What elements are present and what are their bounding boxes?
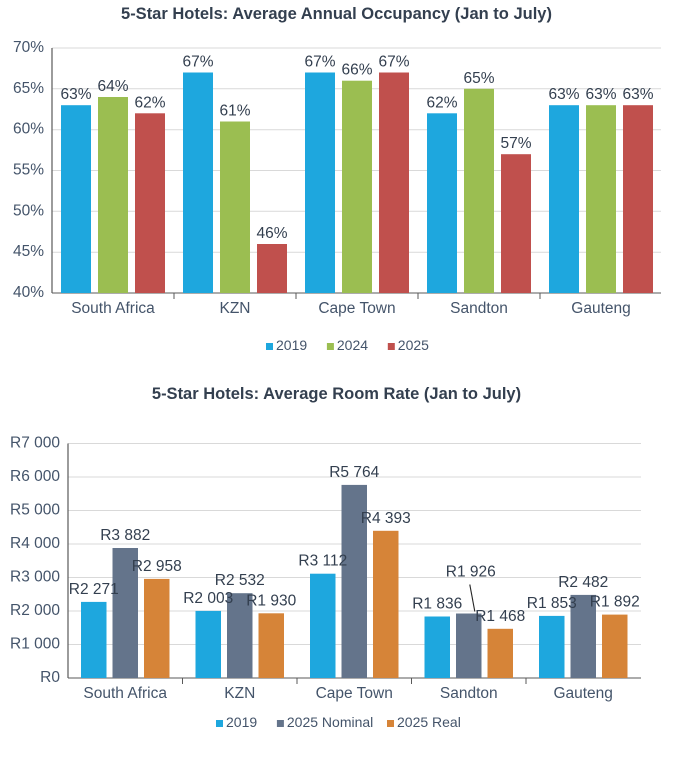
svg-text:R5 764: R5 764 <box>329 464 379 481</box>
svg-text:62%: 62% <box>134 94 165 111</box>
svg-text:63%: 63% <box>548 86 579 103</box>
svg-text:R1 000: R1 000 <box>10 636 60 653</box>
svg-text:R0: R0 <box>40 669 60 686</box>
svg-text:Sandton: Sandton <box>450 300 508 317</box>
svg-text:R4 000: R4 000 <box>10 535 60 552</box>
svg-text:R2 482: R2 482 <box>558 574 608 591</box>
svg-text:Gauteng: Gauteng <box>571 300 630 317</box>
svg-text:61%: 61% <box>219 103 250 120</box>
svg-text:70%: 70% <box>13 39 44 56</box>
svg-text:64%: 64% <box>97 78 128 95</box>
svg-text:R3 882: R3 882 <box>100 527 150 544</box>
svg-text:R2 271: R2 271 <box>69 581 119 598</box>
svg-text:R2 532: R2 532 <box>215 572 265 589</box>
svg-text:2019: 2019 <box>276 337 307 353</box>
svg-text:63%: 63% <box>60 86 91 103</box>
svg-text:55%: 55% <box>13 162 44 179</box>
svg-text:5-Star Hotels: Average Room Ra: 5-Star Hotels: Average Room Rate (Jan to… <box>152 385 521 403</box>
svg-text:65%: 65% <box>13 80 44 97</box>
svg-text:South Africa: South Africa <box>71 300 155 317</box>
svg-text:2025 Real: 2025 Real <box>397 714 461 730</box>
svg-text:67%: 67% <box>378 54 409 71</box>
svg-text:R1 926: R1 926 <box>446 564 496 581</box>
svg-text:Gauteng: Gauteng <box>553 685 612 702</box>
svg-text:R7 000: R7 000 <box>10 435 60 452</box>
svg-text:50%: 50% <box>13 202 44 219</box>
svg-text:45%: 45% <box>13 243 44 260</box>
svg-text:Sandton: Sandton <box>440 685 498 702</box>
svg-text:R1 836: R1 836 <box>412 596 462 613</box>
svg-text:65%: 65% <box>463 70 494 87</box>
svg-text:2025 Nominal: 2025 Nominal <box>287 714 373 730</box>
svg-text:South Africa: South Africa <box>83 685 167 702</box>
svg-text:63%: 63% <box>622 86 653 103</box>
svg-text:57%: 57% <box>500 135 531 152</box>
svg-text:R4 393: R4 393 <box>361 510 411 527</box>
svg-text:67%: 67% <box>182 54 213 71</box>
svg-text:KZN: KZN <box>224 685 255 702</box>
svg-text:67%: 67% <box>304 54 335 71</box>
svg-text:40%: 40% <box>13 284 44 301</box>
svg-text:R2 003: R2 003 <box>183 590 233 607</box>
svg-text:KZN: KZN <box>220 300 251 317</box>
svg-text:R1 853: R1 853 <box>527 595 577 612</box>
svg-text:2019: 2019 <box>226 714 257 730</box>
svg-text:R6 000: R6 000 <box>10 468 60 485</box>
svg-text:R5 000: R5 000 <box>10 502 60 519</box>
svg-text:R3 000: R3 000 <box>10 569 60 586</box>
svg-text:62%: 62% <box>426 94 457 111</box>
svg-text:Cape Town: Cape Town <box>316 685 393 702</box>
svg-text:R2 000: R2 000 <box>10 602 60 619</box>
svg-text:R1 930: R1 930 <box>246 592 296 609</box>
svg-text:R1 468: R1 468 <box>475 608 525 625</box>
svg-text:2024: 2024 <box>337 337 368 353</box>
svg-text:Cape Town: Cape Town <box>318 300 395 317</box>
svg-text:2025: 2025 <box>398 337 429 353</box>
svg-text:66%: 66% <box>341 62 372 79</box>
svg-text:63%: 63% <box>585 86 616 103</box>
svg-text:60%: 60% <box>13 121 44 138</box>
svg-text:5-Star Hotels: Average Annual: 5-Star Hotels: Average Annual Occupancy … <box>121 5 552 23</box>
svg-text:R3 112: R3 112 <box>298 553 347 570</box>
svg-text:R1 892: R1 892 <box>590 594 640 611</box>
svg-text:R2 958: R2 958 <box>132 558 182 575</box>
svg-text:46%: 46% <box>256 225 287 242</box>
